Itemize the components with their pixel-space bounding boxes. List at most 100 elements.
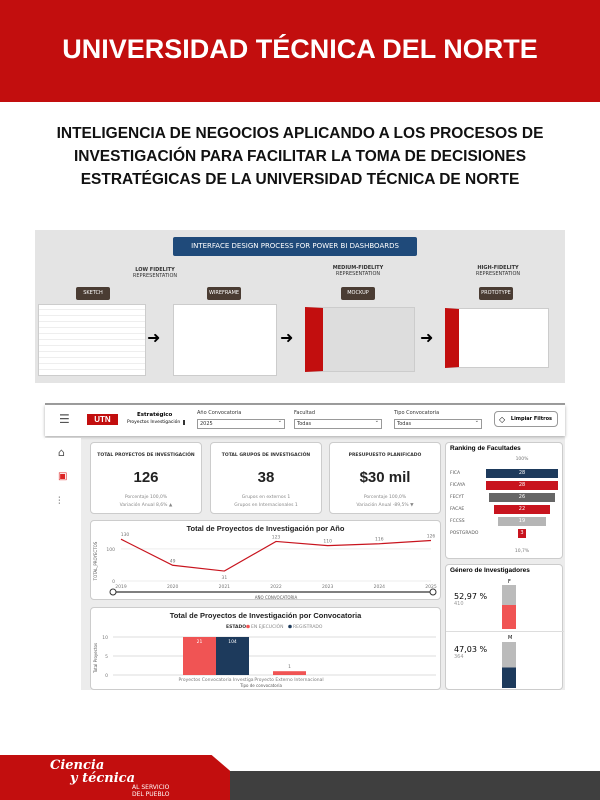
book-icon[interactable]: ▣ <box>58 471 68 482</box>
legend-marker <box>246 624 250 629</box>
ranking-title: Ranking de Facultades <box>450 445 521 452</box>
line-chart-title: Total de Proyectos de Investigación por … <box>186 524 345 533</box>
process-banner: INTERFACE DESIGN PROCESS FOR POWER BI DA… <box>173 237 417 256</box>
filter-type[interactable]: Tipo Convocatoria Todas <box>394 410 482 429</box>
clear-filters-button[interactable]: ◇ Limpiar Filtros <box>494 411 558 427</box>
university-title: UNIVERSIDAD TÉCNICA DEL NORTE <box>62 34 538 64</box>
ranking-label: FECYT <box>450 495 464 500</box>
bar <box>216 637 249 675</box>
data-label: 21 <box>197 639 203 645</box>
data-label: 1 <box>288 664 291 670</box>
x-tick-label: 2024 <box>374 584 386 590</box>
x-tick-label: 2019 <box>115 584 127 590</box>
data-label: 123 <box>272 534 281 540</box>
y-tick-label: 0 <box>105 673 108 679</box>
sketch-image <box>38 304 146 376</box>
eraser-icon: ◇ <box>499 415 506 424</box>
mockup-image <box>305 307 415 372</box>
data-label: 104 <box>228 639 237 645</box>
ranking-bar: 28 <box>486 469 558 478</box>
filter-year[interactable]: Año Convocatoria 2025 <box>197 410 285 429</box>
arrow-icon: ➜ <box>420 328 434 347</box>
slider-handle <box>109 588 117 596</box>
tag-mockup: MOCKUP <box>341 287 375 300</box>
bar-chart-card: Total de Proyectos de Investigación por … <box>90 607 441 690</box>
stage-label: HIGH-FIDELITY REPRESENTATION <box>475 265 521 277</box>
stage-label: MEDIUM-FIDELITY REPRESENTATION <box>332 265 384 277</box>
y-axis-label: TOTAL_PROYECTOS <box>93 541 98 581</box>
ranking-label: POSTGRADO <box>450 531 479 536</box>
y-tick-label: 5 <box>105 654 108 660</box>
kpi-card-budget: PRESUPUESTO PLANIFICADO $30 mil Porcenta… <box>329 442 441 514</box>
data-label: 126 <box>427 534 436 540</box>
poster-subtitle: INTELIGENCIA DE NEGOCIOS APLICANDO A LOS… <box>56 125 544 188</box>
header-band: UNIVERSIDAD TÉCNICA DEL NORTE <box>0 0 600 102</box>
brand-title: Estratégico <box>137 412 173 418</box>
ranking-bar: 3 <box>518 529 526 538</box>
tag-sketch: SKETCH <box>76 287 110 300</box>
x-axis-label: AÑO CONVOCATORIA <box>255 595 298 600</box>
slogan-servicio: AL SERVICIO DEL PUEBLO <box>132 784 170 798</box>
x-tick-label: 2020 <box>167 584 179 590</box>
brand-subtitle: Proyectos Investigación <box>127 420 186 425</box>
data-label: 130 <box>121 532 130 538</box>
slogan-ciencia: Ciencia <box>50 758 105 773</box>
dashboard-screenshot: ☰ UTN Estratégico Proyectos Investigació… <box>45 403 565 692</box>
x-axis-label: Tipo de convocatoria <box>239 683 282 688</box>
female-pct: 52,97 % <box>454 592 488 601</box>
female-count: 410 <box>454 601 464 607</box>
sidebar: ⌂ ▣ ⫶ <box>45 438 81 692</box>
x-tick-label: Proyectos Convocatoria Investiga <box>178 677 253 683</box>
legend-label: EN EJECUCIÓN <box>251 623 283 630</box>
gender-title: Género de Investigadores <box>450 567 530 574</box>
home-icon[interactable]: ⌂ <box>58 446 65 459</box>
menu-icon[interactable]: ☰ <box>59 412 70 426</box>
line-series <box>120 538 432 572</box>
data-label: 116 <box>375 537 384 543</box>
line-chart-card: Total de Proyectos de Investigación por … <box>90 520 441 600</box>
gender-card: Género de Investigadores F 52,97 % 410 M… <box>445 564 564 690</box>
x-tick-label: Proyecto Externo Internacional <box>254 677 323 683</box>
ranking-top-pct: 100% <box>515 457 529 462</box>
arrow-icon: ➜ <box>280 328 294 347</box>
bar-chart: ESTADO EN EJECUCIÓN REGISTRADO 0 5 10 21 104 Pro… <box>93 623 436 688</box>
ranking-bar: 19 <box>497 517 547 526</box>
male-pct: 47,03 % <box>454 645 488 654</box>
bar <box>183 637 216 675</box>
kpi-card-projects: TOTAL PROYECTOS DE INVESTIGACIÓN 126 Por… <box>90 442 202 514</box>
gender-label-f: F <box>508 579 511 585</box>
stage-label: LOW FIDELITY REPRESENTATION <box>132 267 178 279</box>
ranking-card: Ranking de Facultades 100% 10,7% FICA 28 F… <box>445 442 563 559</box>
slogan-tecnica: y técnica <box>70 771 135 786</box>
legend-marker <box>288 624 292 629</box>
utn-logo: UTN <box>87 414 118 425</box>
arrow-icon: ➜ <box>147 328 161 347</box>
bar-chart-title: Total de Proyectos de Investigación por … <box>169 611 362 620</box>
ranking-label: FCCSS <box>450 519 465 524</box>
x-tick-label: 2021 <box>219 584 231 590</box>
filter-faculty[interactable]: Facultad Todas <box>294 410 382 429</box>
ranking-label: FICA <box>450 471 461 476</box>
top-bar: ☰ UTN Estratégico Proyectos Investigació… <box>45 405 565 436</box>
chart-icon[interactable]: ⫶ <box>58 496 61 507</box>
tag-wireframe: WIREFRAME <box>207 287 241 300</box>
y-tick-label: 0 <box>112 579 115 585</box>
tag-prototype: PROTOTYPE <box>479 287 513 300</box>
process-figure: INTERFACE DESIGN PROCESS FOR POWER BI DA… <box>35 230 565 383</box>
legend-label: REGISTRADO <box>293 624 323 630</box>
y-tick-label: 100 <box>106 547 115 553</box>
data-label: 31 <box>221 575 227 581</box>
prototype-image <box>445 308 549 368</box>
gender-label-m: M <box>508 635 513 641</box>
ranking-bar: 28 <box>486 481 558 490</box>
legend-title: ESTADO <box>226 624 246 630</box>
wireframe-image <box>173 304 277 376</box>
y-tick-label: 10 <box>102 635 108 641</box>
female-icon <box>502 585 516 629</box>
male-count: 364 <box>454 654 464 660</box>
ranking-label: FICAYA <box>450 483 466 488</box>
male-icon <box>502 642 516 688</box>
data-label: 49 <box>170 558 176 564</box>
ranking-label: FACAE <box>450 507 465 512</box>
ranking-bar: 22 <box>493 505 551 514</box>
